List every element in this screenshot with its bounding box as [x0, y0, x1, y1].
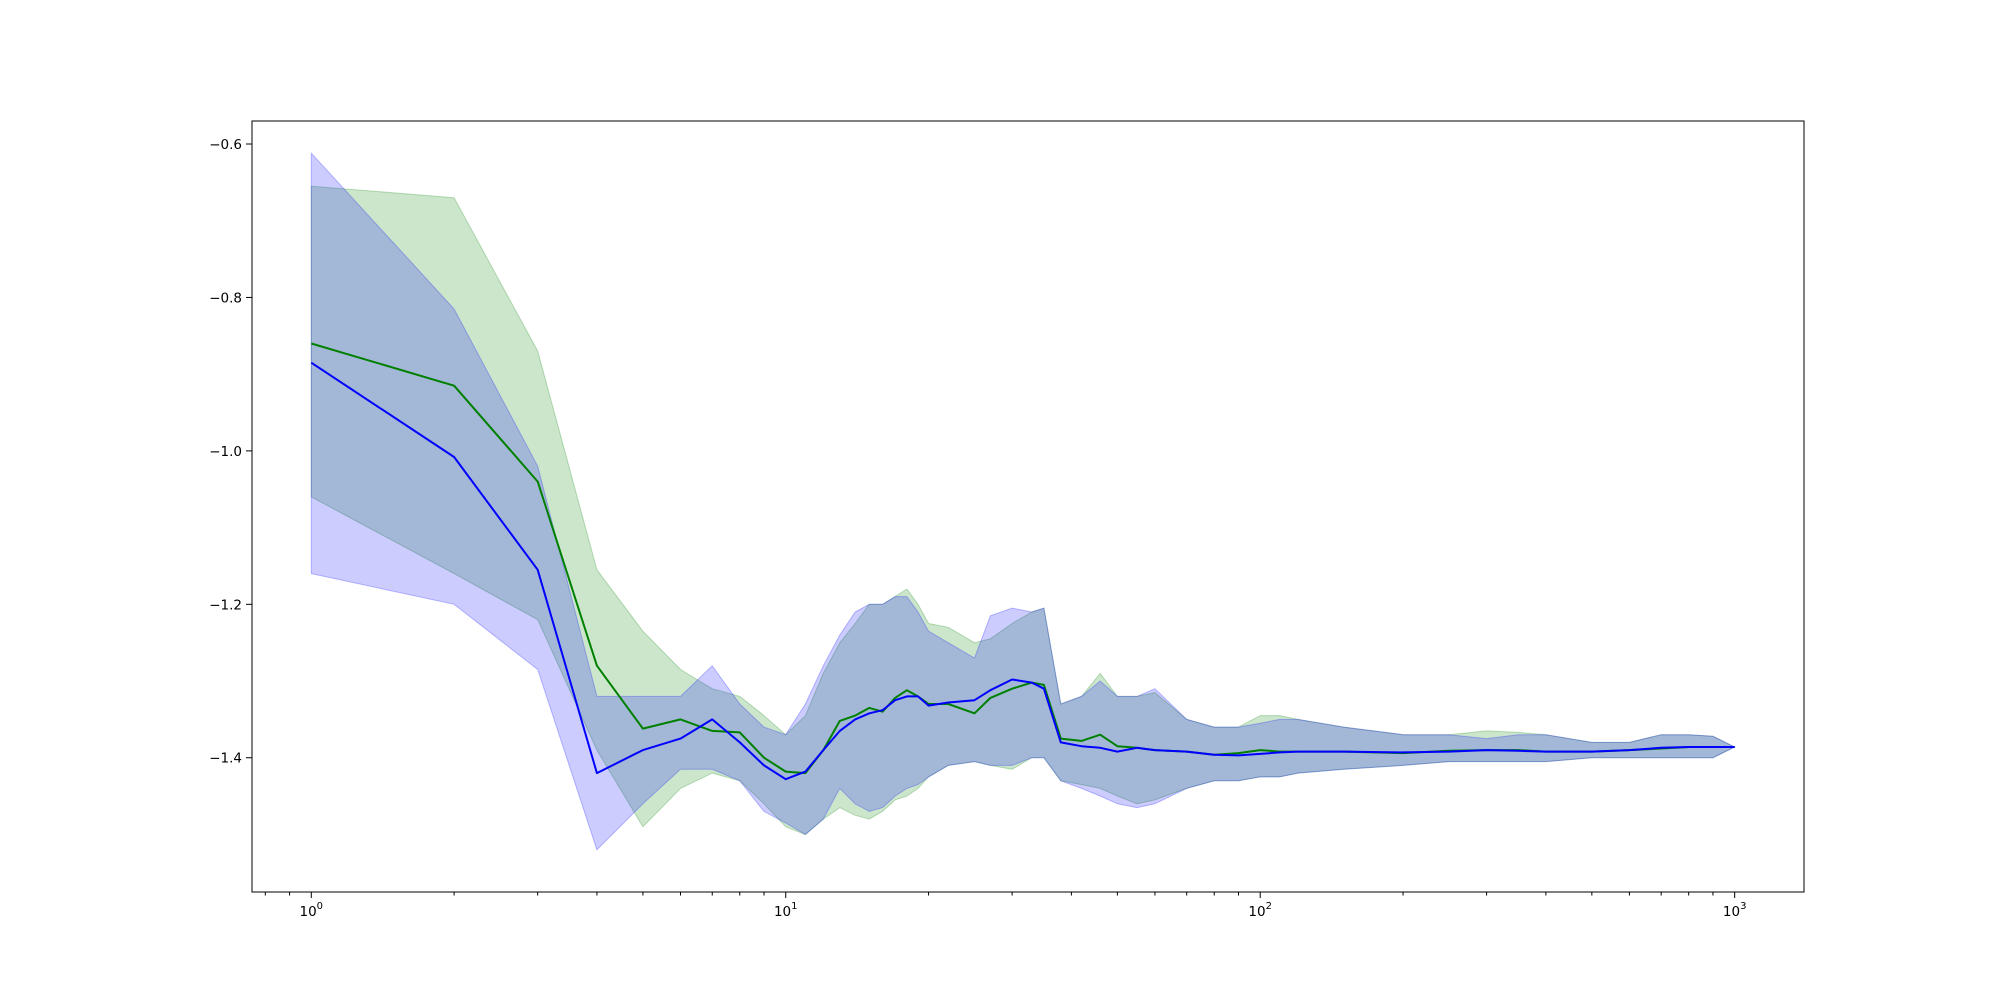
axes-frame [251, 120, 1805, 893]
y-tick-label: −1.2 [209, 597, 242, 613]
x-tick-label: 103 [1723, 901, 1747, 920]
series-2-line [310, 361, 1735, 781]
x-tick-label: 100 [299, 901, 323, 920]
x-tick-label: 101 [774, 901, 798, 920]
y-tick-label: −0.8 [209, 290, 242, 306]
plot-area [310, 151, 1736, 851]
y-tick-label: −1.4 [209, 751, 242, 767]
series-1-band [310, 185, 1736, 836]
y-tick-label: −0.6 [209, 137, 242, 153]
y-axis: −0.6 −0.8 −1.0 −1.2 −1.4 [209, 137, 252, 767]
series-2-band [310, 151, 1736, 851]
x-tick-label: 102 [1248, 901, 1272, 920]
x-axis: 100 101 102 103 [264, 892, 1747, 920]
y-tick-label: −1.0 [209, 444, 242, 460]
